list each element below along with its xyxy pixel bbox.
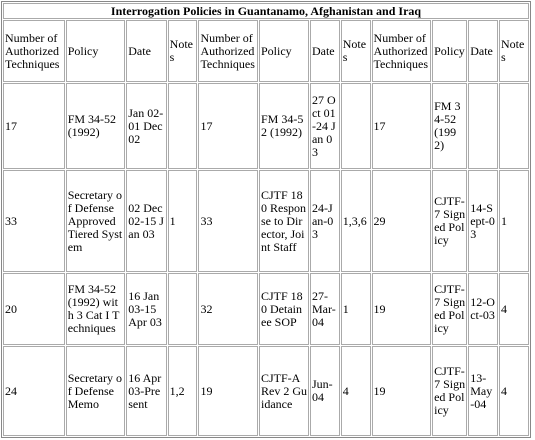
- header-cell: Notes: [498, 20, 529, 82]
- cell: FM 34-52 (1992): [259, 83, 309, 169]
- cell: 1,2: [167, 346, 198, 436]
- header-cell: Date: [309, 20, 340, 82]
- cell: 33: [3, 170, 65, 272]
- cell: Jan 02-01 Dec 02: [126, 83, 167, 169]
- header-cell: Date: [126, 20, 167, 82]
- cell: 1: [498, 170, 529, 272]
- table-body: Interrogation Policies in Guantanamo, Af…: [3, 3, 529, 436]
- cell: [340, 83, 371, 169]
- cell: 4: [498, 273, 529, 345]
- cell: 20: [3, 273, 65, 345]
- header-cell: Policy: [65, 20, 126, 82]
- cell: 19: [371, 346, 432, 436]
- cell: [498, 83, 529, 169]
- cell: FM 34-52 (1992) with 3 Cat I Techniques: [65, 273, 126, 345]
- cell: 02 Dec 02-15 Jan 03: [126, 170, 167, 272]
- cell: 14-Sept-03: [468, 170, 498, 272]
- header-cell: Policy: [432, 20, 468, 82]
- cell: 19: [198, 346, 258, 436]
- data-row: 17 FM 34-52 (1992) Jan 02-01 Dec 02 17 FM 34…: [3, 83, 529, 169]
- cell: Jun-04: [309, 346, 340, 436]
- cell: [167, 83, 198, 169]
- cell: 16 Jan 03-15 Apr 03: [126, 273, 167, 345]
- cell: 1: [167, 170, 198, 272]
- data-row: 33 Secretary of Defense Approved Tiered S…: [3, 170, 529, 272]
- cell: CJTF-7 Signed Policy: [432, 170, 468, 272]
- cell: FM 34-52 (1992): [432, 83, 468, 169]
- cell: Secretary of Defense Approved Tiered Sys…: [65, 170, 126, 272]
- cell: 24-Jan-03: [309, 170, 340, 272]
- cell: 1: [340, 273, 371, 345]
- cell: CJTF-A Rev 2 Guidance: [259, 346, 309, 436]
- header-cell: Notes: [167, 20, 198, 82]
- data-row: 24 Secretary of Defense Memo 16 Apr 03-Pre…: [3, 346, 529, 436]
- cell: 29: [371, 170, 432, 272]
- header-cell: Date: [468, 20, 498, 82]
- header-cell: Number of Authorized Techniques: [198, 20, 258, 82]
- cell: 19: [371, 273, 432, 345]
- cell: 4: [340, 346, 371, 436]
- title-row: Interrogation Policies in Guantanamo, Af…: [3, 3, 529, 19]
- table-title: Interrogation Policies in Guantanamo, Af…: [3, 3, 529, 19]
- cell: 24: [3, 346, 65, 436]
- cell: CJTF-7 Signed Policy: [432, 346, 468, 436]
- header-row: Number of Authorized Techniques Policy Dat…: [3, 20, 529, 82]
- cell: CJTF 180 Response to Director, Joint Sta…: [259, 170, 309, 272]
- header-cell: Number of Authorized Techniques: [3, 20, 65, 82]
- header-cell: Notes: [340, 20, 371, 82]
- cell: CJTF-7 Signed Policy: [432, 273, 468, 345]
- cell: 27-Mar-04: [309, 273, 340, 345]
- header-cell: Number of Authorized Techniques: [371, 20, 432, 82]
- data-row: 20 FM 34-52 (1992) with 3 Cat I Technique…: [3, 273, 529, 345]
- cell: 17: [198, 83, 258, 169]
- cell: 13-May-04: [468, 346, 498, 436]
- cell: 32: [198, 273, 258, 345]
- cell: 17: [3, 83, 65, 169]
- cell: 17: [371, 83, 432, 169]
- cell: 16 Apr 03-Present: [126, 346, 167, 436]
- header-cell: Policy: [259, 20, 309, 82]
- cell: FM 34-52 (1992): [65, 83, 126, 169]
- cell: 27 Oct 01-24 Jan 03: [309, 83, 340, 169]
- cell: 12-Oct-03: [468, 273, 498, 345]
- cell: [167, 273, 198, 345]
- cell: [468, 83, 498, 169]
- cell: 4: [498, 346, 529, 436]
- cell: 33: [198, 170, 258, 272]
- cell: 1,3,6: [340, 170, 371, 272]
- cell: Secretary of Defense Memo: [65, 346, 126, 436]
- cell: CJTF 180 Detainee SOP: [259, 273, 309, 345]
